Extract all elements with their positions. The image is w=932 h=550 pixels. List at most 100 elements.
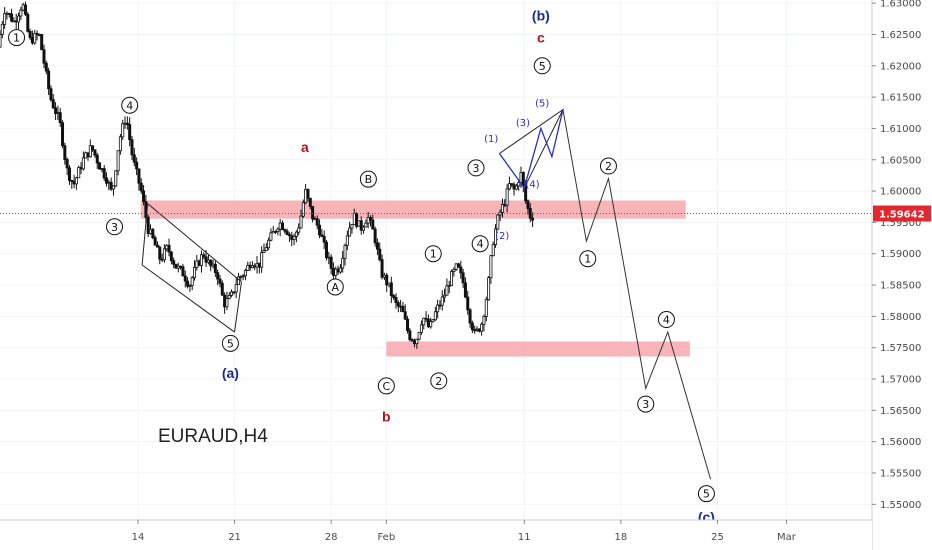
candle-body	[95, 154, 99, 164]
time-tick-label: 11	[518, 532, 531, 543]
candle-body	[410, 339, 414, 342]
price-axis[interactable]: 1.63000 1.62500 1.62000 1.61500 1.61000 1.605…	[871, 0, 932, 550]
candle-body	[294, 231, 298, 237]
candle-body	[204, 256, 208, 263]
candle-body	[271, 230, 275, 234]
candle-body	[234, 284, 238, 293]
candle-body	[220, 282, 224, 296]
candle-body	[320, 234, 324, 237]
candle-body	[419, 324, 423, 333]
candle-body	[368, 217, 372, 221]
candle-body	[507, 183, 511, 190]
candle-body	[304, 188, 308, 204]
wave-label: 3	[111, 221, 118, 234]
candle-body	[327, 256, 331, 259]
candle-body	[262, 250, 266, 253]
candle-body	[7, 12, 11, 15]
candle-body	[149, 228, 153, 234]
candle-body	[158, 246, 162, 260]
candle-body	[5, 12, 9, 15]
candle-body	[373, 228, 377, 244]
degree-label: c	[537, 30, 545, 46]
subwave-label: (1)	[484, 134, 498, 145]
candle-body	[37, 34, 41, 36]
wave-label: 1	[13, 32, 20, 45]
candle-body	[58, 112, 62, 124]
candle-body	[30, 37, 34, 44]
chart-title: EURAUD,H4	[158, 426, 268, 447]
candle-body	[132, 154, 136, 163]
candle-body	[181, 266, 185, 277]
candle-body	[160, 258, 164, 261]
candle-body	[86, 152, 90, 158]
price-tick-label: 1.62500	[880, 30, 921, 41]
candle-body	[248, 264, 252, 269]
candle-body	[206, 259, 210, 263]
candle-body	[56, 112, 60, 114]
candle-body	[450, 271, 454, 287]
candle-body	[392, 295, 396, 298]
wave-label: B	[365, 173, 373, 186]
candle-body	[491, 244, 495, 257]
wave-circle	[359, 170, 377, 188]
channel-lower-line	[141, 264, 235, 333]
price-tick-label: 1.55000	[880, 500, 921, 511]
candle-body	[91, 145, 95, 151]
candle-body	[385, 274, 389, 286]
candle-body	[230, 291, 234, 296]
candle-body	[232, 291, 236, 294]
degree-label: (a)	[222, 365, 239, 381]
candle-body	[519, 172, 523, 183]
candle-body	[461, 272, 465, 284]
candle-body	[292, 236, 296, 240]
price-axis-bg	[872, 0, 932, 550]
candle-body	[362, 226, 366, 231]
candle-body	[403, 311, 407, 320]
price-tick-label: 1.63000	[880, 0, 921, 10]
candle-body	[216, 272, 220, 280]
candle-body	[359, 220, 363, 231]
candle-body	[155, 244, 159, 248]
candle-body	[355, 213, 359, 227]
wave-label: 5	[227, 337, 234, 350]
candle-body	[165, 244, 169, 250]
price-tick-label: 1.55500	[880, 469, 921, 480]
candle-body	[79, 167, 83, 170]
price-tick-label: 1.57000	[880, 375, 921, 386]
candle-body	[125, 122, 129, 125]
time-tick-label: 14	[132, 532, 145, 543]
candle-body	[498, 211, 502, 216]
candle-body	[468, 309, 472, 324]
candle-body	[517, 182, 521, 187]
wave-label: 3	[473, 162, 480, 175]
candle-body	[429, 321, 433, 328]
candle-body	[74, 177, 78, 185]
candle-body	[63, 145, 67, 160]
candle-body	[514, 185, 518, 190]
candle-body	[137, 168, 141, 184]
candle-body	[408, 330, 412, 341]
price-tick-label: 1.62000	[880, 61, 921, 72]
subwave-label: (4)	[525, 180, 539, 191]
degree-label: a	[301, 139, 309, 155]
candle-body	[278, 222, 282, 230]
candle-body	[162, 248, 166, 261]
time-axis[interactable]: 14 21 28 Feb 11 18 25 Mar	[0, 519, 872, 550]
candle-body	[452, 268, 456, 272]
wave-label: 4	[477, 238, 484, 251]
candle-body	[142, 190, 146, 202]
candle-body	[183, 275, 187, 282]
candle-body	[301, 202, 305, 217]
candle-body	[389, 282, 393, 296]
candle-body	[88, 145, 92, 158]
wave-circle	[697, 485, 715, 503]
candle-body	[51, 99, 55, 109]
candle-body	[352, 213, 356, 225]
projection-path	[562, 109, 712, 480]
price-tick-label: 1.58500	[880, 281, 921, 292]
subwave-label: (2)	[495, 231, 509, 242]
candle-body	[105, 177, 109, 184]
candle-body	[172, 260, 176, 265]
degree-label: (b)	[532, 8, 550, 24]
